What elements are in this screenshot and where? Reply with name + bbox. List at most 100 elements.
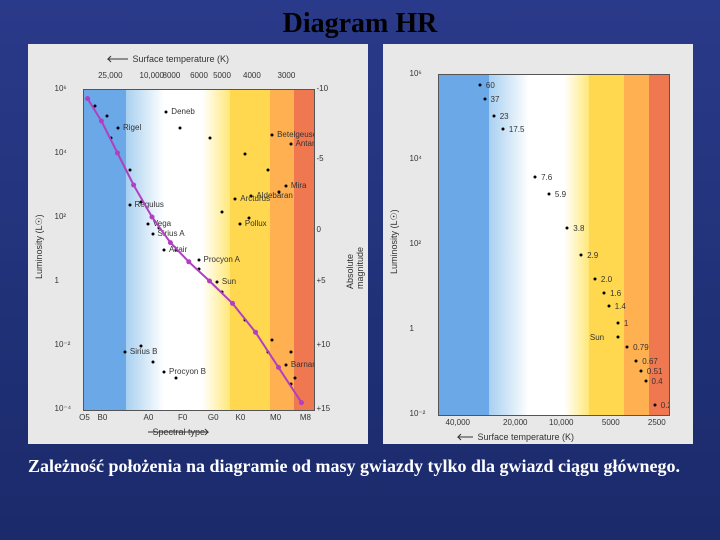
spectral-band [230,90,270,410]
label: Antares [296,139,315,148]
data-point [616,322,619,325]
label: 0.67 [642,357,658,366]
data-point [639,369,642,372]
data-point [483,97,486,100]
data-point [478,84,481,87]
data-point [289,143,292,146]
label: 8000 [163,71,181,80]
label: +10 [317,340,331,349]
hr-diagram-left: DenebRigelBetelgeuseAntaresAldebaranMira… [28,44,368,444]
data-point [289,383,292,386]
data-point [179,127,182,130]
label: 1 [410,324,414,333]
label: Sun [222,277,236,286]
data-point [271,338,274,341]
data-point [151,233,154,236]
label: 5.9 [555,190,566,199]
label: Mira [291,181,307,190]
spectral-band [439,75,489,415]
label: 25,000 [98,71,122,80]
page-title: Diagram HR [0,0,720,44]
data-point [266,169,269,172]
data-point [566,227,569,230]
plot-area-right: 60372317.57.65.93.82.92.01.61.41Sun0.790… [438,74,670,416]
data-point [215,281,218,284]
data-point [243,153,246,156]
data-point [209,137,212,140]
label: Deneb [171,107,195,116]
label: 10⁴ [55,148,67,157]
spectral-band [564,75,589,415]
data-point [146,223,149,226]
data-point [163,249,166,252]
data-point [289,351,292,354]
label: +5 [317,276,326,285]
label: Vega [153,219,171,228]
data-point [547,193,550,196]
label: 0.51 [647,367,663,376]
label: Spectral type [153,427,206,437]
label: 1.6 [610,289,621,298]
label: +15 [317,404,331,413]
label: 2500 [648,418,666,427]
label: 1 [55,276,59,285]
label: Regulus [135,200,164,209]
data-point [174,377,177,380]
label: 10⁶ [410,69,422,78]
label: Surface temperature (K) [478,432,575,442]
data-point [220,210,223,213]
data-point [220,290,223,293]
label: 4000 [243,71,261,80]
label: Sirius B [130,347,158,356]
data-point [580,254,583,257]
label: 0.21 [661,401,670,410]
charts-row: DenebRigelBetelgeuseAntaresAldebaranMira… [0,44,720,444]
data-point [534,176,537,179]
label: 0.4 [652,377,663,386]
data-point [110,137,113,140]
data-point [197,268,200,271]
label: 10⁻² [55,340,71,349]
label: Rigel [123,123,141,132]
label: Sun [590,333,604,342]
y-axis-label: Luminosity (L☉) [389,209,400,274]
label: 6000 [190,71,208,80]
data-point [501,128,504,131]
label: 5000 [213,71,231,80]
data-point [644,380,647,383]
label: 10,000 [140,71,164,80]
label: -5 [317,154,324,163]
label: Procyon B [169,367,206,376]
label: F0 [178,413,187,422]
label: 23 [500,112,509,121]
label: M8 [300,413,311,422]
data-point [593,278,596,281]
label: 2.9 [587,251,598,260]
spectral-band [84,90,126,410]
label: Altair [169,245,187,254]
label: 10² [410,239,422,248]
label: M0 [270,413,281,422]
data-point [653,403,656,406]
data-point [603,291,606,294]
data-point [117,127,120,130]
label: Betelgeuse [277,130,314,139]
data-point [616,335,619,338]
plot-area-left: DenebRigelBetelgeuseAntaresAldebaranMira… [83,89,315,411]
data-point [123,351,126,354]
hr-diagram-right: 60372317.57.65.93.82.92.01.61.41Sun0.790… [383,44,693,444]
label: 10⁶ [55,84,67,93]
data-point [128,204,131,207]
y-axis-label-right: Absolute magnitude [345,247,365,289]
label: 0 [317,225,321,234]
label: 10⁴ [410,154,422,163]
data-point [234,197,237,200]
data-point [165,111,168,114]
data-point [105,114,108,117]
data-point [151,361,154,364]
label: Surface temperature (K) [133,54,230,64]
data-point [626,346,629,349]
spectral-band [589,75,624,415]
label: O5 [79,413,90,422]
label: G0 [208,413,219,422]
